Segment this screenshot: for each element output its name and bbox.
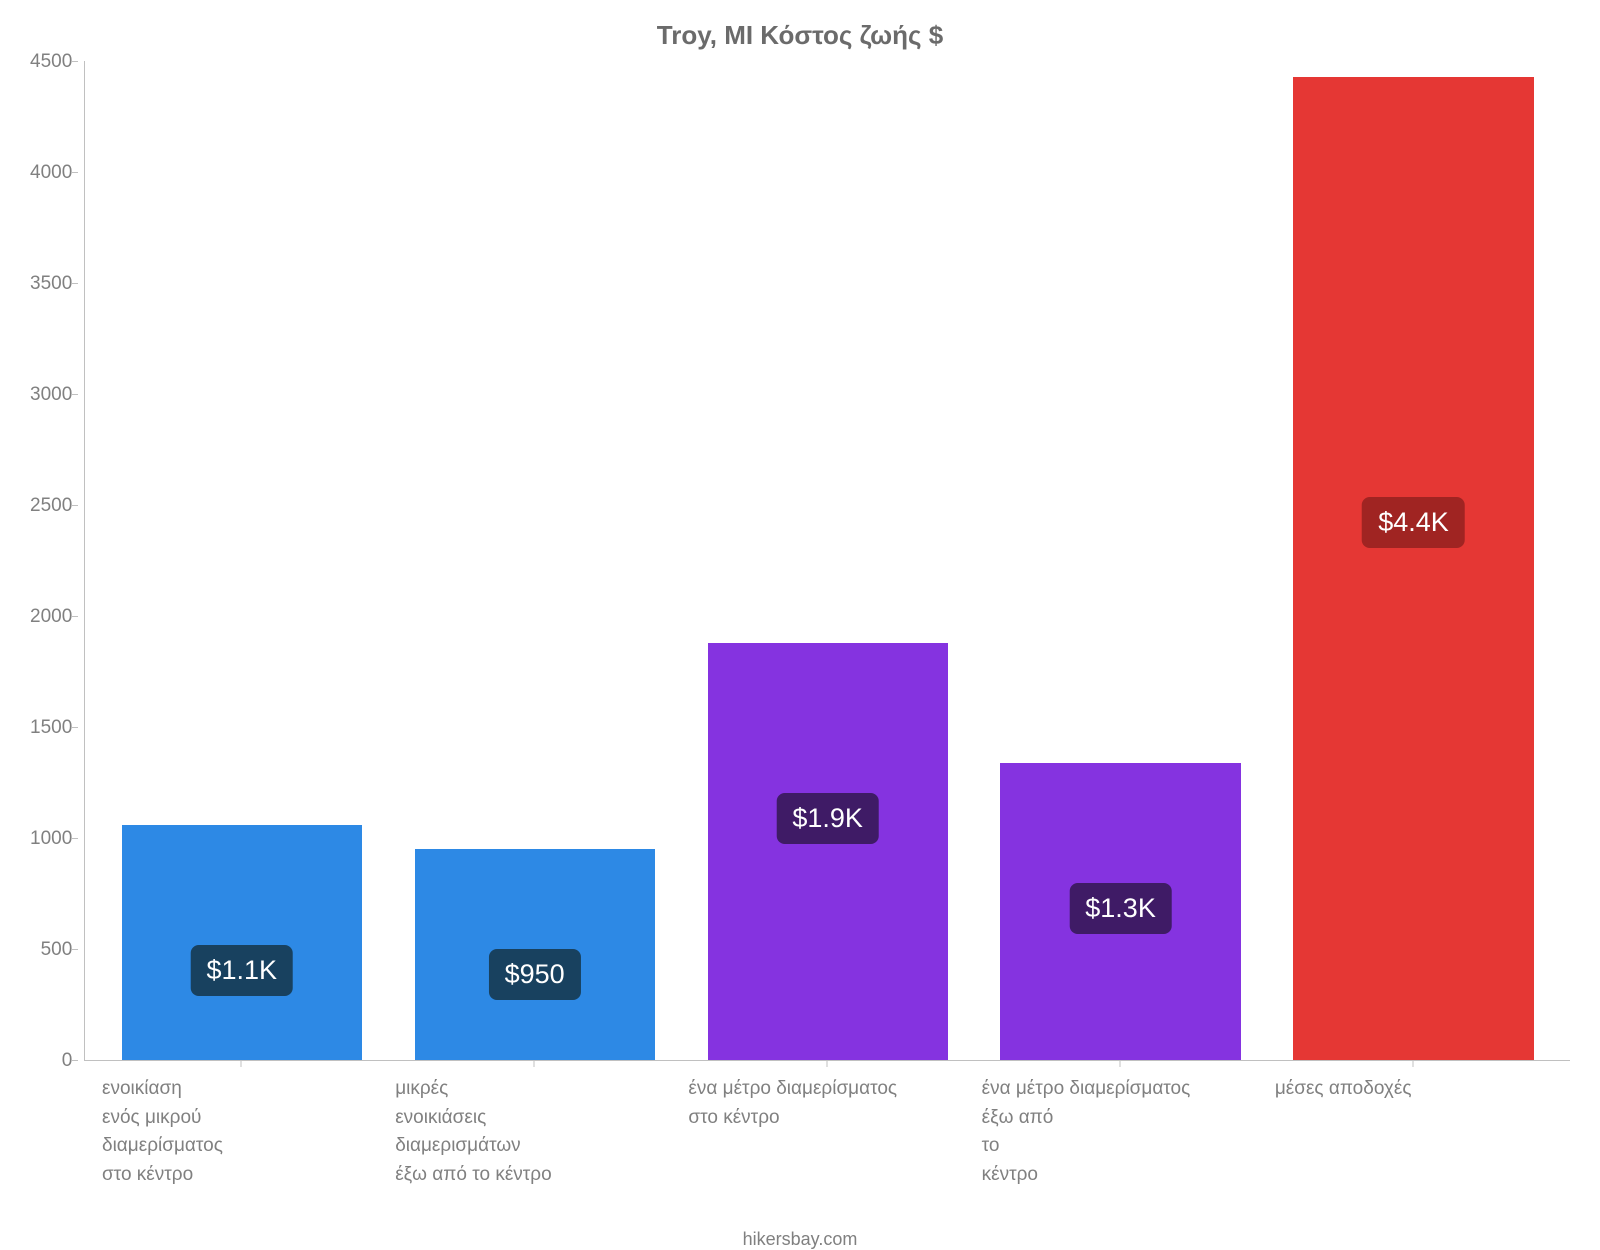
y-tick-mark: [72, 61, 78, 62]
x-tick-mark: [827, 1061, 828, 1067]
chart-container: Troy, MI Κόστος ζωής $ 4500 4000 3500 3000 2…: [0, 0, 1600, 1200]
x-tick: ένα μέτρο διαμερίσματοςστο κέντρο: [680, 1061, 973, 1189]
x-tick: μέσες αποδοχές: [1267, 1061, 1560, 1189]
y-tick-mark: [72, 505, 78, 506]
y-tick-mark: [72, 616, 78, 617]
bar-value-badge: $4.4K: [1362, 497, 1465, 548]
bar-slot: $1.3K: [974, 61, 1267, 1060]
y-tick-mark: [72, 838, 78, 839]
x-tick-label: ενοικίασηενός μικρούδιαμερίσματοςστο κέν…: [102, 1075, 223, 1189]
bar-value-badge: $950: [489, 949, 581, 1000]
y-tick-label: 1000: [30, 829, 72, 848]
bar-value-badge: $1.3K: [1069, 883, 1172, 934]
y-tick-mark: [72, 949, 78, 950]
y-tick-label: 0: [62, 1051, 73, 1070]
x-tick-mark: [240, 1061, 241, 1067]
x-tick-mark: [1120, 1061, 1121, 1067]
y-axis: 450040003500300025002000150010005000: [30, 61, 84, 1061]
y-tick-label: 2500: [30, 496, 72, 515]
y-tick-label: 2000: [30, 607, 72, 626]
bars-group: $1.1K $950 $1.9K $1.3K $4.4K: [85, 61, 1570, 1060]
y-tick-mark: [72, 394, 78, 395]
x-tick-label: ένα μέτρο διαμερίσματοςστο κέντρο: [688, 1075, 897, 1132]
bar: $1.1K: [122, 825, 362, 1060]
x-tick-label: μικρέςενοικιάσειςδιαμερισμάτωνέξω από το…: [395, 1075, 551, 1189]
bar-value-badge: $1.9K: [776, 793, 879, 844]
x-tick: ενοικίασηενός μικρούδιαμερίσματοςστο κέν…: [94, 1061, 387, 1189]
bar: $1.9K: [708, 643, 948, 1060]
x-tick: μικρέςενοικιάσειςδιαμερισμάτωνέξω από το…: [387, 1061, 680, 1189]
chart-title: Troy, MI Κόστος ζωής $: [30, 20, 1570, 51]
plot-wrapper: 450040003500300025002000150010005000 $1.…: [30, 61, 1570, 1061]
attribution-text: hikersbay.com: [30, 1229, 1570, 1250]
plot-area: $1.1K $950 $1.9K $1.3K $4.4K: [84, 61, 1570, 1061]
bar-value-badge: $1.1K: [190, 945, 293, 996]
y-tick-label: 3500: [30, 274, 72, 293]
bar: $4.4K: [1293, 77, 1533, 1060]
y-tick-mark: [72, 727, 78, 728]
bar-slot: $1.9K: [681, 61, 974, 1060]
y-tick-label: 500: [41, 940, 73, 959]
bar-slot: $4.4K: [1267, 61, 1560, 1060]
x-tick: ένα μέτρο διαμερίσματοςέξω απότοκέντρο: [974, 1061, 1267, 1189]
y-tick-label: 3000: [30, 385, 72, 404]
x-tick-label: μέσες αποδοχές: [1275, 1075, 1412, 1104]
x-axis: ενοικίασηενός μικρούδιαμερίσματοςστο κέν…: [84, 1061, 1570, 1189]
y-tick-mark: [72, 283, 78, 284]
y-tick-label: 1500: [30, 718, 72, 737]
bar-slot: $950: [388, 61, 681, 1060]
y-tick-label: 4000: [30, 163, 72, 182]
y-tick-label: 4500: [30, 52, 72, 71]
x-tick-mark: [533, 1061, 534, 1067]
x-tick-label: ένα μέτρο διαμερίσματοςέξω απότοκέντρο: [982, 1075, 1191, 1189]
bar: $1.3K: [1000, 763, 1240, 1060]
y-tick-mark: [72, 1060, 78, 1061]
x-tick-mark: [1413, 1061, 1414, 1067]
bar: $950: [415, 849, 655, 1060]
bar-slot: $1.1K: [95, 61, 388, 1060]
y-tick-mark: [72, 172, 78, 173]
